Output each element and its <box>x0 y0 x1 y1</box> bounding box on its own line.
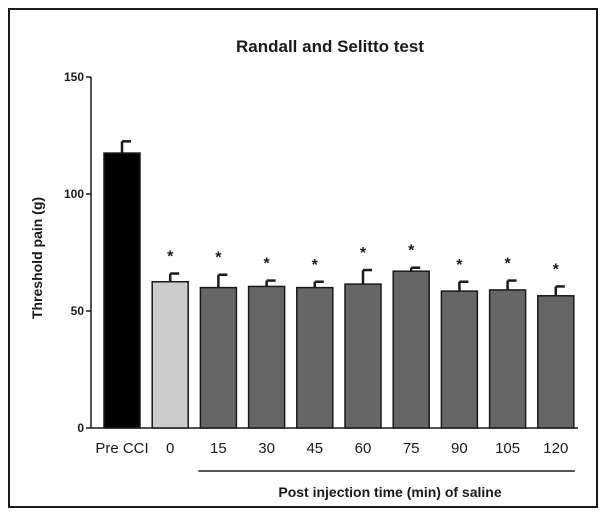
y-tick-label: 150 <box>64 70 84 84</box>
y-axis-label: Threshold pain (g) <box>29 197 45 319</box>
bar <box>440 290 479 429</box>
chart-title: Randall and Selitto test <box>236 37 424 56</box>
bar <box>392 270 430 429</box>
y-tick-label: 50 <box>71 304 85 318</box>
x-tick-label: 15 <box>210 440 227 457</box>
bar <box>247 285 286 429</box>
x-tick-label: 0 <box>166 440 174 457</box>
bar <box>199 286 238 429</box>
bar <box>537 295 575 429</box>
x-tick-label: 75 <box>403 440 420 457</box>
bar <box>296 286 334 429</box>
y-tick-label: 100 <box>64 187 84 201</box>
x-tick-label: 105 <box>495 440 520 457</box>
bars <box>103 140 575 429</box>
x-tick-label: 60 <box>355 440 372 457</box>
x-tick-label: 120 <box>543 440 568 457</box>
significance-marker: * <box>456 257 463 274</box>
bar <box>488 289 527 429</box>
x-tick-label: 30 <box>258 440 275 457</box>
x-axis-label: Post injection time (min) of saline <box>278 484 501 500</box>
x-tick-label: 90 <box>451 440 468 457</box>
y-tick-label: 0 <box>77 421 84 435</box>
significance-marker: * <box>215 250 222 267</box>
significance-marker: * <box>263 256 270 273</box>
significance-marker: * <box>312 257 319 274</box>
bar <box>103 152 141 429</box>
significance-marker: * <box>553 261 560 278</box>
x-tick-label: Pre CCI <box>95 440 148 457</box>
x-tick-label: 45 <box>306 440 323 457</box>
tick-labels: 0 50 100 150 Pre CCI * 0 * 15 * 30 * 45 * 60 * 75 * 90 * 105… <box>64 70 568 457</box>
significance-marker: * <box>408 243 415 260</box>
bar <box>151 281 189 429</box>
significance-marker: * <box>167 249 174 266</box>
bar <box>344 283 382 429</box>
significance-marker: * <box>504 256 511 273</box>
significance-marker: * <box>360 245 367 262</box>
